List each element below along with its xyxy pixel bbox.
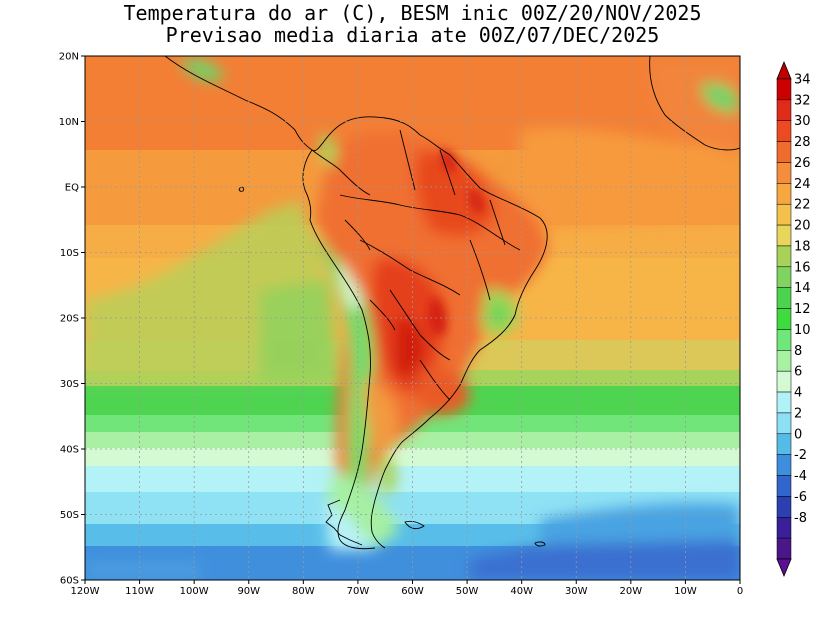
- lon-tick-label: 40W: [510, 586, 533, 597]
- colorbar-segment: [776, 370, 792, 393]
- colorbar-label: 24: [794, 177, 811, 192]
- colorbar-label: 32: [794, 93, 811, 108]
- lon-tick-label: 50W: [456, 586, 479, 597]
- colorbar-segment: [776, 496, 792, 518]
- lon-tick-label: 10W: [674, 586, 697, 597]
- map-title-line2: Previsao media diaria ate 00Z/07/DEC/202…: [165, 23, 660, 47]
- colorbar-label: -8: [794, 511, 807, 526]
- lon-tick-label: 80W: [292, 586, 315, 597]
- colorbar-label: -4: [794, 469, 807, 484]
- lon-tick-label: 110W: [125, 586, 154, 597]
- colorbar-segment: [776, 454, 792, 476]
- longitude-axis: 120W 110W 100W 90W 80W 70W 60W 50W 40W 30W 20W 10W 0: [71, 580, 743, 597]
- colorbar-segment: [776, 78, 792, 101]
- colorbar-segment: [776, 287, 792, 309]
- colorbar-label: 20: [794, 219, 811, 234]
- colorbar-segment: [776, 537, 792, 560]
- colorbar-label: 28: [794, 135, 811, 150]
- lat-tick-label: 30S: [60, 379, 79, 390]
- lon-tick-label: 120W: [71, 586, 100, 597]
- colorbar-segment: [776, 266, 792, 288]
- colorbar-label: 22: [794, 198, 811, 213]
- colorbar-label: 26: [794, 156, 811, 171]
- colorbar-segment: [776, 433, 792, 455]
- lon-tick-label: 60W: [401, 586, 424, 597]
- coastlines: [164, 56, 740, 550]
- colorbar-segment: [776, 308, 792, 330]
- colorbar-segment: [776, 245, 792, 268]
- colorbar-label: 18: [794, 239, 811, 254]
- colorbar-label: 10: [794, 323, 811, 338]
- lon-tick-label: 70W: [347, 586, 370, 597]
- colorbar-segment: [776, 120, 792, 142]
- colorbar-segment: [776, 162, 792, 184]
- colorbar-segment: [776, 475, 792, 497]
- lat-tick-label: 40S: [60, 445, 79, 456]
- latitude-axis: 20N 10N EQ 10S 20S 30S 40S 50S 60S: [59, 52, 85, 587]
- colorbar-segment: [776, 329, 792, 351]
- lat-tick-label: 20S: [60, 314, 79, 325]
- colorbar-label: 6: [794, 365, 802, 380]
- lon-tick-label: 30W: [565, 586, 588, 597]
- colorbar-label: 0: [794, 427, 802, 442]
- lat-tick-label: 10S: [60, 248, 79, 259]
- colorbar-label: 4: [794, 386, 802, 401]
- lon-tick-label: 100W: [180, 586, 209, 597]
- colorbar-label: 2: [794, 406, 802, 421]
- colorbar-label: 8: [794, 344, 802, 359]
- lon-tick-label: 90W: [237, 586, 260, 597]
- colorbar-label: 34: [794, 73, 811, 88]
- lat-tick-label: 50S: [60, 510, 79, 521]
- colorbar-segment: [776, 183, 792, 205]
- colorbar-segment: [776, 350, 792, 372]
- colorbar-arrow-bottom: [776, 558, 792, 578]
- lat-tick-label: EQ: [65, 183, 79, 194]
- lat-tick-label: 60S: [60, 576, 79, 587]
- colorbar-segment: [776, 391, 792, 414]
- lon-tick-label: 20W: [620, 586, 643, 597]
- colorbar-label: -6: [794, 490, 807, 505]
- colorbar-segment: [776, 224, 792, 247]
- colorbar-segment: [776, 412, 792, 435]
- map-title-line1: Temperatura do ar (C), BESM inic 00Z/20/…: [123, 1, 702, 25]
- colorbar-label: 12: [794, 302, 811, 317]
- lat-tick-label: 10N: [59, 117, 79, 128]
- colorbar-segment: [776, 99, 792, 121]
- colorbar-segment: [776, 517, 792, 539]
- lat-tick-label: 20N: [59, 52, 79, 63]
- colorbar-segment: [776, 203, 792, 226]
- colorbar-segment: [776, 141, 792, 163]
- colorbar-label: 14: [794, 281, 811, 296]
- colorbar-label: -2: [794, 448, 807, 463]
- colorbar-label: 30: [794, 114, 811, 129]
- lon-tick-label: 0: [737, 586, 743, 597]
- colorbar-arrow-top: [776, 60, 792, 80]
- colorbar-label: 16: [794, 260, 811, 275]
- graticule: [85, 56, 740, 580]
